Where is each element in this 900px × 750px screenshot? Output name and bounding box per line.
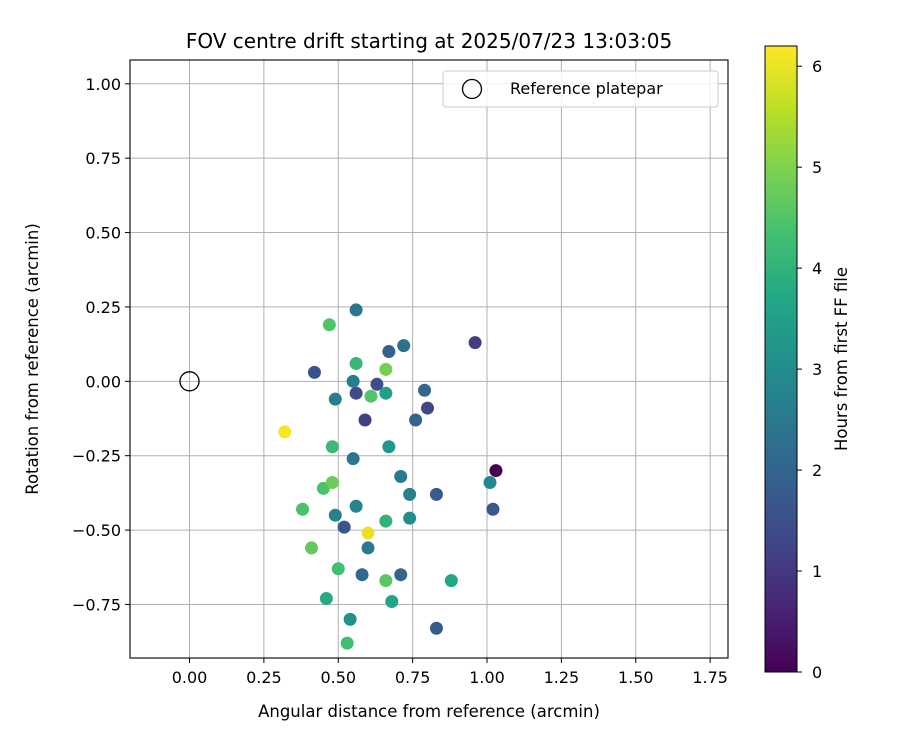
colorbar-tick-label: 5 — [812, 158, 822, 177]
colorbar: 0 1 2 3 4 5 6 Hours from first FF file — [764, 45, 851, 682]
data-point — [343, 612, 357, 626]
grid — [130, 60, 728, 658]
colorbar-tick-label: 0 — [812, 663, 822, 682]
data-point — [325, 440, 339, 454]
data-point — [444, 574, 458, 588]
data-point — [382, 345, 396, 359]
data-point — [278, 425, 292, 439]
x-tick-label: 0.00 — [172, 668, 208, 687]
data-point — [468, 336, 482, 350]
x-tick-label: 1.75 — [692, 668, 728, 687]
data-point — [325, 475, 339, 489]
data-point — [328, 508, 342, 522]
data-point — [403, 487, 417, 501]
x-tick-label: 0.75 — [395, 668, 431, 687]
data-point — [403, 511, 417, 525]
data-point — [355, 568, 369, 582]
data-point — [319, 591, 333, 605]
data-point — [307, 365, 321, 379]
data-point — [382, 440, 396, 454]
data-point — [358, 413, 372, 427]
reference-point-layer — [179, 371, 200, 392]
data-point — [346, 452, 360, 466]
data-point — [385, 594, 399, 608]
colorbar-tick-label: 2 — [812, 461, 822, 480]
data-points — [278, 303, 503, 650]
data-point — [361, 526, 375, 540]
y-tick-label: 1.00 — [85, 75, 121, 94]
x-tick-label: 0.25 — [246, 668, 282, 687]
data-point — [421, 401, 435, 415]
data-point — [489, 464, 503, 478]
y-tick-label: 0.00 — [85, 372, 121, 391]
colorbar-tick-label: 4 — [812, 259, 822, 278]
data-point — [340, 636, 354, 650]
legend-box — [442, 70, 719, 108]
y-tick-label: −0.50 — [72, 521, 121, 540]
data-point — [483, 475, 497, 489]
data-point — [364, 389, 378, 403]
data-point — [394, 470, 408, 484]
colorbar-tick-label: 6 — [812, 57, 822, 76]
data-point — [486, 502, 500, 516]
x-tick-label: 1.50 — [618, 668, 654, 687]
chart-title: FOV centre drift starting at 2025/07/23 … — [186, 29, 672, 53]
data-point — [397, 339, 411, 353]
data-point — [429, 621, 443, 635]
legend-label: Reference platepar — [510, 79, 663, 98]
data-point — [418, 383, 432, 397]
y-tick-label: 0.50 — [85, 224, 121, 243]
data-point — [346, 374, 360, 388]
data-point — [370, 377, 384, 391]
legend: Reference platepar — [442, 70, 719, 108]
x-axis-label: Angular distance from reference (arcmin) — [258, 702, 600, 721]
colorbar-gradient — [764, 45, 798, 673]
data-point — [328, 392, 342, 406]
data-point — [349, 386, 363, 400]
data-point — [349, 356, 363, 370]
reference-platepar-marker — [179, 371, 200, 392]
plot-frame — [129, 59, 729, 659]
data-point — [379, 362, 393, 376]
data-point — [409, 413, 423, 427]
colorbar-label: Hours from first FF file — [832, 267, 851, 451]
x-tick-label: 0.50 — [320, 668, 356, 687]
legend-reference-marker — [461, 78, 483, 100]
data-point — [331, 562, 345, 576]
data-point — [304, 541, 318, 555]
y-tick-label: 0.25 — [85, 298, 121, 317]
data-point — [379, 514, 393, 528]
data-point — [349, 499, 363, 513]
data-point — [429, 487, 443, 501]
data-point — [361, 541, 375, 555]
x-tick-label: 1.00 — [469, 668, 505, 687]
colorbar-tick-label: 3 — [812, 360, 822, 379]
data-point — [394, 568, 408, 582]
y-axis-label: Rotation from reference (arcmin) — [23, 223, 42, 495]
data-point — [322, 318, 336, 332]
data-point — [337, 520, 351, 534]
y-tick-label: 0.75 — [85, 149, 121, 168]
colorbar-ticks: 0 1 2 3 4 5 6 — [797, 57, 822, 682]
x-tick-label: 1.25 — [544, 668, 580, 687]
colorbar-tick-label: 1 — [812, 562, 822, 581]
y-axis-ticks: 1.00 0.75 0.50 0.25 0.00 −0.25 −0.50 −0.75 — [72, 75, 130, 614]
y-tick-label: −0.25 — [72, 447, 121, 466]
data-point — [379, 574, 393, 588]
y-tick-label: −0.75 — [72, 595, 121, 614]
data-point — [379, 386, 393, 400]
data-point — [296, 502, 310, 516]
x-axis-ticks: 0.00 0.25 0.50 0.75 1.00 1.25 1.50 1.75 — [172, 658, 728, 687]
data-point — [349, 303, 363, 317]
